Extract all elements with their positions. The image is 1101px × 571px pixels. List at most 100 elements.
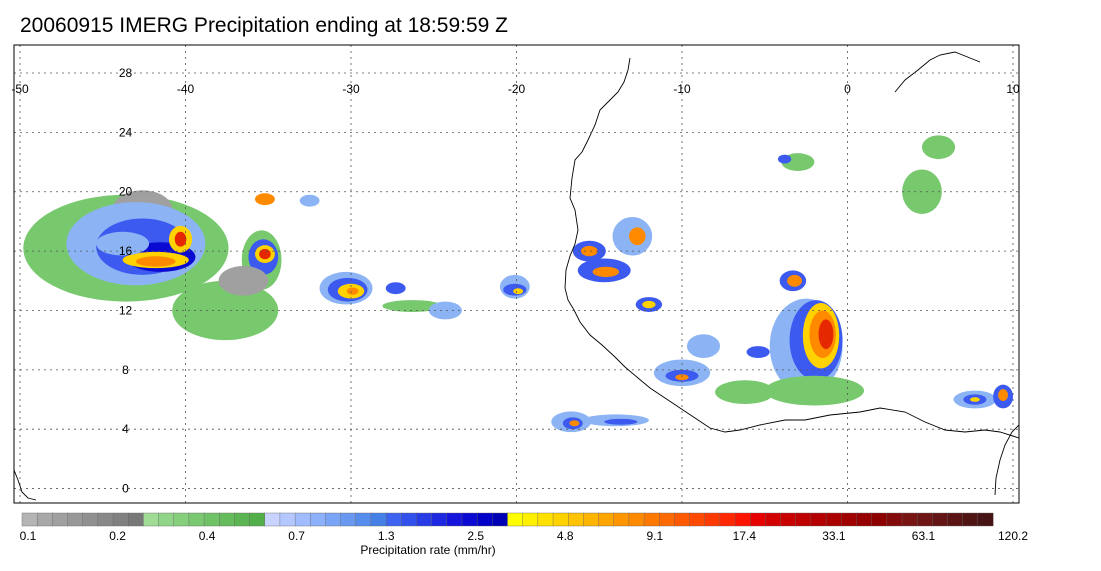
colorbar-swatch (249, 512, 266, 527)
precip-cell-green (715, 380, 775, 404)
colorbar-tick-label: 17.4 (733, 529, 757, 543)
lat-tick-label: 4 (122, 422, 129, 436)
colorbar-swatch (431, 512, 448, 527)
colorbar-swatch (537, 512, 554, 527)
south-america-coast (14, 469, 37, 501)
colorbar-swatch (628, 512, 645, 527)
lat-tick-label: 28 (119, 66, 133, 80)
mediterranean-coastline (894, 51, 981, 93)
lon-tick-label: -30 (342, 82, 360, 96)
colorbar-swatch (143, 512, 160, 527)
colorbar-swatch (947, 512, 964, 527)
colorbar-swatch (765, 512, 782, 527)
colorbar-swatch (901, 512, 918, 527)
colorbar-swatch (446, 512, 463, 527)
colorbar-swatch (674, 512, 691, 527)
colorbar-swatch (552, 512, 569, 527)
colorbar-swatch (67, 512, 84, 527)
precip-cell-orange (998, 389, 1009, 402)
precip-cell-orange (569, 420, 580, 427)
precip-cell-blue (604, 418, 638, 425)
colorbar-swatch (385, 512, 402, 527)
colorbar-swatch (750, 512, 766, 527)
colorbar-swatch (219, 512, 235, 527)
precip-cell-yellow (513, 288, 524, 295)
lon-tick-label: -10 (673, 82, 691, 96)
longitude-tick-labels: -50 -40 -30 -20 -10 0 10 (11, 82, 1020, 96)
precip-cell-lightblue (96, 231, 150, 256)
colorbar-swatch (264, 512, 281, 527)
colorbar-tick-labels: 0.1 0.2 0.4 0.7 1.3 2.5 4.8 9.1 17.4 33.1 63.1 120.… (20, 529, 1029, 543)
precip-cell-green (921, 135, 956, 160)
colorbar-swatch (370, 512, 387, 527)
colorbar-tick-label: 0.2 (109, 529, 126, 543)
lat-tick-label: 24 (119, 125, 133, 139)
colorbar-tick-label: 0.4 (199, 529, 216, 543)
colorbar-swatch (97, 512, 114, 527)
colorbar-swatch (492, 512, 509, 527)
map-frame (13, 44, 1020, 504)
precip-cell-yellow (969, 397, 980, 402)
colorbar-swatch (82, 512, 99, 527)
colorbar-swatch (476, 512, 493, 527)
colorbar-swatch (294, 512, 311, 527)
colorbar-swatch (916, 512, 933, 527)
precip-cell-orange (135, 256, 176, 267)
colorbar-tick-label: 33.1 (822, 529, 846, 543)
map-title: 20060915 IMERG Precipitation ending at 1… (20, 14, 508, 37)
precip-cell-orange (592, 266, 620, 278)
precip-cell-orange (581, 245, 598, 257)
colorbar-swatch (128, 512, 144, 527)
precip-cell-blue (385, 282, 406, 295)
colorbar-swatch (21, 512, 38, 527)
colorbar-tick-label: 2.5 (467, 529, 484, 543)
west-africa-coastline (564, 57, 1019, 439)
precip-cell-lightblue (686, 334, 721, 358)
precipitation-layer (23, 135, 1013, 433)
colorbar-swatch (203, 512, 220, 527)
precip-cell-red (174, 231, 187, 247)
precip-cell-orange (629, 227, 646, 246)
colorbar-swatch (340, 512, 357, 527)
colorbar-swatch (841, 512, 857, 527)
colorbar-swatch (522, 512, 539, 527)
colorbar-swatch (704, 512, 721, 527)
colorbar-swatch (36, 512, 53, 527)
colorbar-swatch (583, 512, 600, 527)
colorbar-swatch (719, 512, 736, 527)
colorbar-swatch (416, 512, 433, 527)
colorbar-swatch (962, 512, 979, 527)
lon-tick-label: -40 (177, 82, 195, 96)
colorbar-swatch (825, 512, 842, 527)
lat-tick-label: 16 (119, 244, 133, 258)
colorbar-tick-label: 63.1 (912, 529, 936, 543)
colorbar-swatch (112, 512, 129, 527)
colorbar-tick-label: 0.1 (20, 529, 37, 543)
lon-tick-label: -50 (11, 82, 29, 96)
precip-cell-lightblue (299, 194, 320, 207)
precip-cell-orange (255, 193, 275, 206)
colorbar-swatch (279, 512, 296, 527)
colorbar-swatch (689, 512, 706, 527)
precip-cell-orange (675, 374, 689, 381)
lon-tick-label: 0 (844, 82, 851, 96)
colorbar-swatch (871, 512, 888, 527)
colorbar-swatch (52, 512, 69, 527)
precip-cell-red (259, 248, 271, 260)
colorbar-swatch (613, 512, 630, 527)
colorbar-swatch (310, 512, 326, 527)
colorbar-swatch (325, 512, 342, 527)
colorbar-swatch (780, 512, 797, 527)
colorbar-tick-label: 120.2 (998, 529, 1028, 543)
precip-cell-orange (787, 274, 802, 287)
precip-cell-gray (218, 265, 269, 296)
colorbar-tick-label: 0.7 (288, 529, 305, 543)
latitude-tick-labels: 28 24 20 16 12 8 4 0 (119, 66, 133, 496)
colorbar-swatch (810, 512, 827, 527)
precip-cell-blue (746, 346, 770, 358)
lat-lon-grid (14, 45, 1019, 503)
colorbar-swatch (355, 512, 372, 527)
colorbar-swatch (643, 512, 660, 527)
colorbar-swatch (461, 512, 478, 527)
